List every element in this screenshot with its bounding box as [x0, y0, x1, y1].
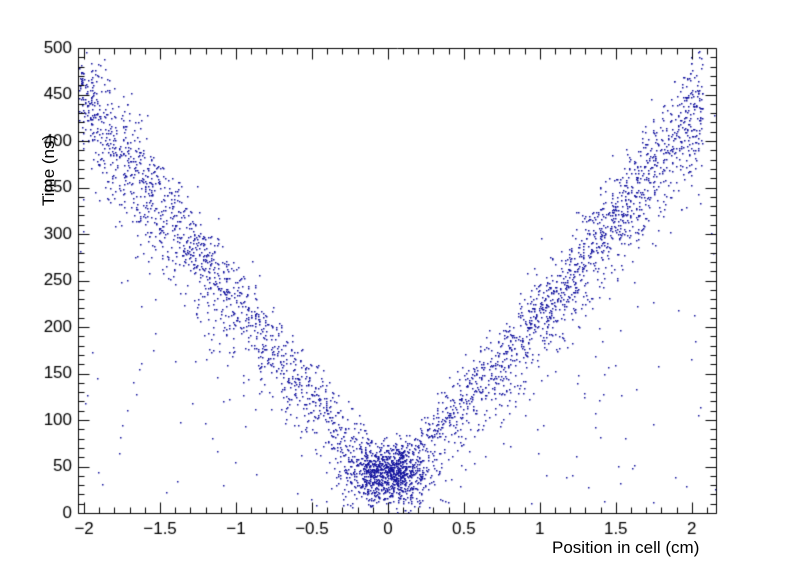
x-axis-title: Position in cell (cm) — [552, 538, 700, 557]
y-axis-title-container: Time (ns) — [22, 36, 58, 216]
y-axis-title: Time (ns) — [39, 134, 58, 206]
